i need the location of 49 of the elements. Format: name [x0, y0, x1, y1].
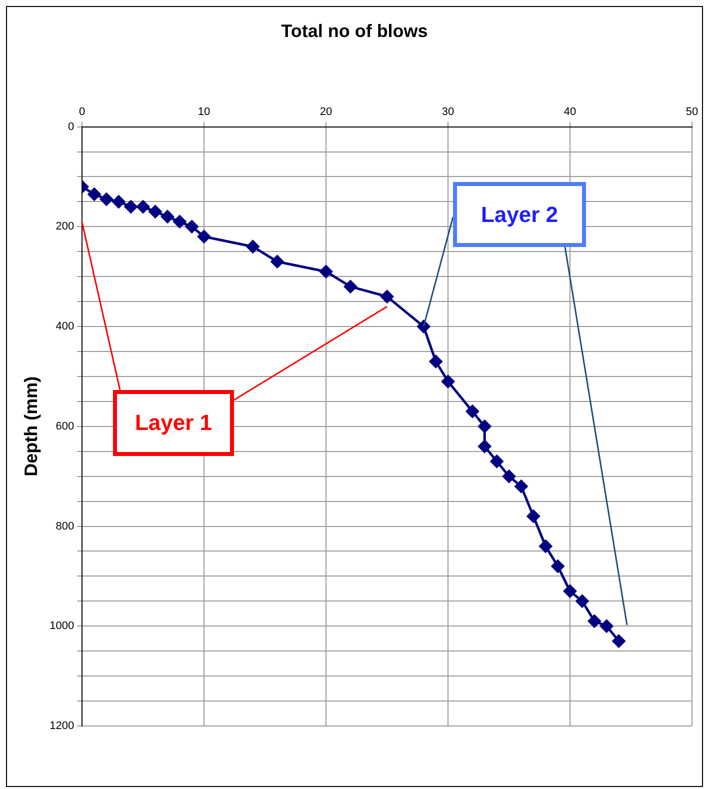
point: [502, 469, 516, 484]
point: [490, 454, 504, 468]
point: [160, 210, 174, 224]
point: [538, 539, 553, 554]
point: [270, 254, 284, 269]
annotation: Layer 1: [113, 390, 234, 456]
y-tick-label: 400: [56, 320, 74, 333]
y-tick-label: 600: [56, 420, 74, 432]
y-tick-label: 1200: [50, 720, 74, 732]
y-tick-label: 800: [56, 520, 74, 532]
point: [441, 374, 456, 388]
point: [612, 634, 626, 648]
point: [99, 192, 114, 206]
point: [478, 419, 492, 434]
point: [587, 614, 602, 628]
y-tick-label: 1000: [50, 620, 74, 632]
point: [343, 280, 358, 294]
y-axis-title: Depth (mm): [20, 376, 41, 476]
point: [465, 404, 480, 418]
point: [478, 439, 492, 454]
point: [514, 479, 528, 494]
point: [563, 584, 578, 598]
y-tick-label: 200: [56, 220, 74, 233]
point: [319, 264, 334, 279]
x-tick-label: 10: [198, 106, 210, 118]
point: [87, 187, 102, 202]
x-tick-label: 50: [686, 106, 698, 118]
x-tick-label: 20: [320, 106, 332, 118]
y-tick-label: 0: [68, 120, 74, 133]
point: [246, 240, 260, 254]
point: [172, 214, 187, 229]
annotation: Layer 2: [453, 182, 586, 247]
point: [575, 594, 590, 608]
point: [428, 354, 443, 368]
point: [416, 320, 431, 334]
point: [112, 194, 126, 209]
point: [550, 559, 565, 574]
point: [148, 204, 162, 219]
point: [124, 200, 138, 214]
point: [526, 509, 540, 524]
chart-title: Total no of blows: [281, 20, 428, 41]
x-tick-label: 40: [564, 106, 576, 118]
x-tick-label: 0: [79, 106, 86, 118]
point: [197, 230, 212, 244]
point: [136, 200, 150, 214]
x-tick-label: 30: [442, 106, 454, 118]
point: [184, 220, 199, 234]
point: [600, 619, 614, 634]
point: [380, 290, 394, 304]
